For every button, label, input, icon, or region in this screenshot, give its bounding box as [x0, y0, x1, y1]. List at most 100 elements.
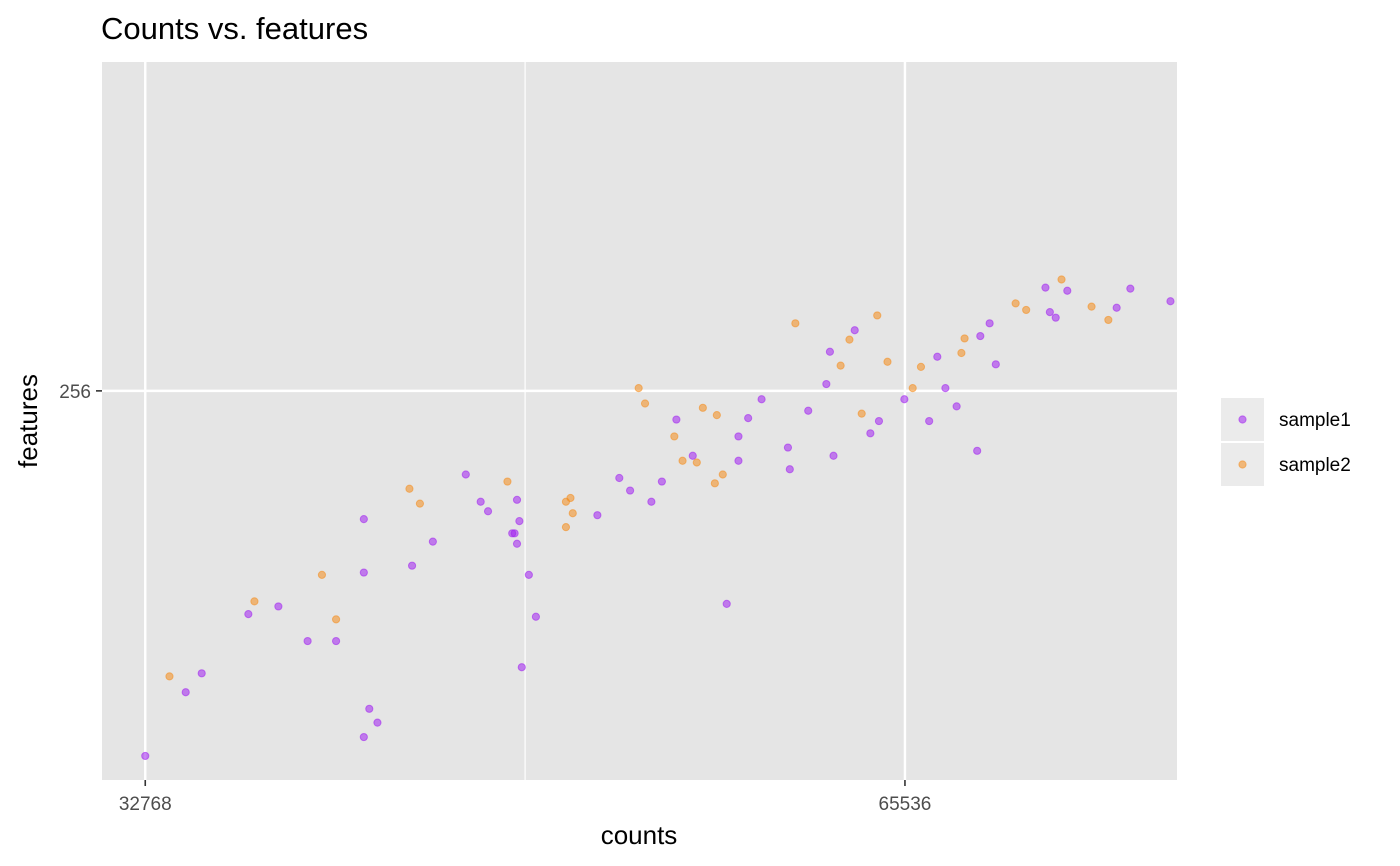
point-sample1: [785, 465, 794, 474]
point-sample1: [744, 413, 753, 423]
point-sample1: [359, 515, 368, 524]
point-sample1: [531, 612, 541, 621]
point-sample2: [1087, 302, 1096, 311]
legend-marker-sample2: [1238, 460, 1247, 469]
point-sample2: [634, 384, 643, 393]
point-sample1: [483, 507, 493, 516]
point-sample2: [670, 432, 679, 441]
point-sample1: [941, 384, 950, 393]
point-sample1: [141, 751, 150, 761]
legend: sample1 sample2: [1221, 398, 1351, 486]
point-sample1: [1112, 303, 1121, 312]
point-sample1: [1063, 286, 1072, 295]
point-sample1: [783, 443, 793, 452]
point-sample2: [712, 411, 721, 420]
data-points: [141, 275, 1175, 761]
point-sample2: [415, 499, 425, 508]
point-sample1: [359, 568, 368, 577]
point-sample1: [866, 429, 875, 438]
point-sample1: [461, 470, 470, 479]
point-sample1: [428, 537, 437, 546]
point-sample2: [568, 509, 577, 518]
point-sample2: [1057, 275, 1066, 284]
point-sample2: [692, 458, 701, 467]
point-sample2: [566, 493, 575, 503]
point-sample2: [331, 615, 341, 624]
point-sample1: [976, 331, 985, 341]
point-sample2: [916, 362, 926, 371]
point-sample1: [829, 451, 838, 460]
point-sample1: [181, 688, 190, 697]
point-sample1: [900, 395, 909, 404]
x-axis-title: counts: [601, 820, 678, 850]
point-sample1: [365, 704, 374, 713]
point-sample2: [405, 484, 414, 493]
point-sample1: [822, 379, 831, 389]
point-sample1: [510, 529, 519, 538]
point-sample2: [250, 597, 259, 606]
point-sample2: [698, 403, 707, 412]
point-sample2: [165, 672, 174, 681]
point-sample1: [734, 456, 743, 465]
point-sample1: [657, 477, 666, 486]
point-sample1: [512, 539, 522, 548]
point-sample2: [317, 570, 327, 579]
point-sample1: [407, 561, 417, 570]
point-sample2: [857, 409, 866, 418]
y-axis: 256: [59, 382, 102, 403]
point-sample1: [925, 416, 934, 426]
point-sample2: [503, 477, 512, 486]
point-sample1: [359, 732, 368, 742]
point-sample1: [476, 497, 485, 506]
point-sample1: [512, 495, 522, 504]
legend-label-sample1: sample1: [1279, 410, 1351, 431]
chart-title: Counts vs. features: [101, 11, 368, 46]
x-tick-label: 65536: [879, 794, 932, 815]
point-sample1: [1166, 297, 1175, 306]
point-sample1: [515, 517, 524, 526]
point-sample2: [873, 311, 882, 320]
point-sample1: [933, 352, 942, 361]
point-sample1: [825, 347, 835, 356]
point-sample2: [908, 384, 917, 393]
plot-panel: [102, 62, 1177, 780]
y-tick-label: 256: [59, 382, 91, 403]
point-sample1: [1045, 308, 1054, 317]
point-sample1: [1126, 284, 1135, 293]
point-sample1: [688, 451, 697, 460]
x-axis: 32768 65536: [119, 780, 932, 815]
point-sample2: [1011, 299, 1020, 308]
point-sample1: [517, 663, 526, 672]
point-sample1: [985, 319, 994, 328]
point-sample1: [1051, 313, 1060, 322]
point-sample1: [274, 602, 283, 611]
point-sample1: [593, 511, 602, 520]
point-sample1: [757, 395, 766, 404]
point-sample1: [626, 486, 635, 495]
point-sample1: [734, 432, 743, 441]
point-sample1: [991, 360, 1000, 369]
legend-marker-sample1: [1238, 415, 1247, 424]
point-sample1: [303, 636, 312, 646]
point-sample2: [710, 479, 719, 488]
point-sample2: [1104, 315, 1113, 325]
point-sample1: [850, 326, 859, 335]
y-axis-title: features: [13, 374, 43, 468]
x-tick-label: 32768: [119, 794, 172, 815]
point-sample1: [874, 416, 884, 426]
point-sample1: [722, 599, 731, 608]
legend-label-sample2: sample2: [1279, 455, 1351, 476]
point-sample2: [836, 361, 845, 370]
point-sample2: [960, 334, 969, 343]
point-sample2: [883, 357, 892, 366]
point-sample1: [804, 406, 813, 415]
point-sample1: [672, 415, 681, 424]
point-sample1: [373, 718, 382, 727]
point-sample1: [1041, 283, 1050, 292]
point-sample2: [718, 470, 727, 479]
point-sample1: [647, 497, 656, 506]
point-sample1: [973, 446, 982, 455]
point-sample1: [952, 402, 961, 411]
point-sample2: [957, 348, 966, 358]
